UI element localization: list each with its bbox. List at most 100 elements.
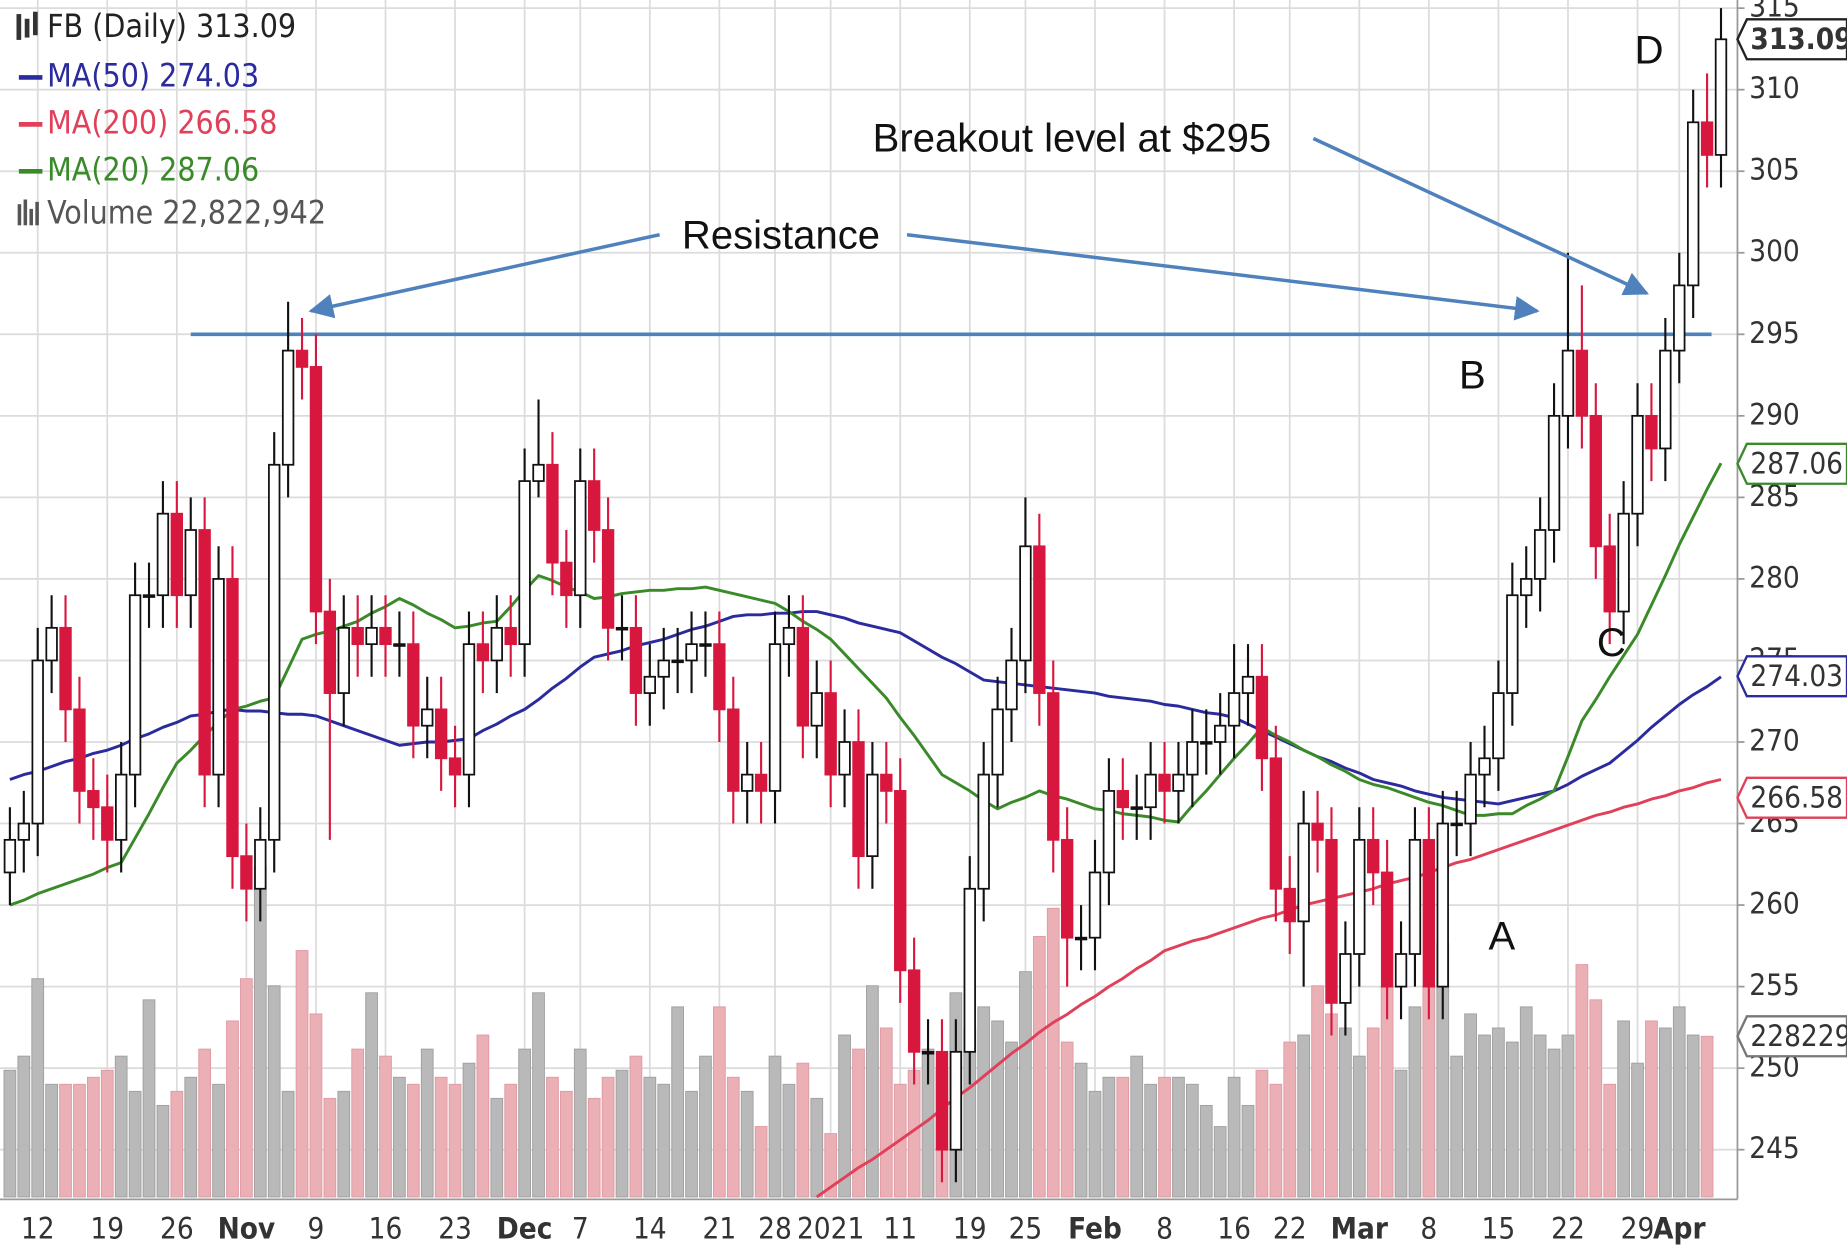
volume-bar [3,1069,17,1198]
volume-bar [1241,1104,1255,1198]
candle-body [156,512,170,597]
volume-bar [1019,971,1032,1198]
candle-body [337,626,350,694]
volume-bar [615,1069,629,1198]
volume-bar [1672,1006,1686,1198]
candle-body [1659,349,1672,450]
volume-bar [782,1083,796,1198]
volume-bar [184,1076,198,1198]
x-tick-label: 19 [90,1211,124,1245]
candle-body [59,626,72,711]
candle-body [1561,349,1575,417]
x-tick-label: 15 [1482,1211,1516,1245]
candle-body [1631,414,1644,515]
candle-body [1060,838,1074,939]
candle-body [727,708,740,792]
candle-body [1227,692,1241,727]
candle-body [1144,773,1157,809]
volume-bar [1325,1013,1338,1198]
legend-entry: MA(200) 266.58 [47,105,277,141]
candle-body [615,626,629,631]
candle-body [587,480,601,531]
volume-bar [1505,1041,1519,1198]
volume-bar [1394,1069,1408,1198]
candle-body [1325,838,1338,1004]
volume-bar [559,1090,573,1198]
volume-bar [671,1006,685,1198]
candle-body [1130,806,1143,810]
candle-body [741,773,754,792]
x-tick-label: Apr [1653,1211,1706,1245]
x-tick-label: 7 [572,1211,589,1245]
x-tick-label: 28 [758,1211,792,1245]
volume-bar [448,1083,462,1198]
volume-bar [1060,1041,1074,1198]
price-tag-box [1736,18,1847,61]
volume-bar [824,1133,838,1198]
x-tick-label: Feb [1068,1211,1122,1245]
x-tick-label: 16 [369,1211,403,1245]
legend: FB (Daily) 313.09 MA(50) 274.03 MA(200) … [16,9,326,232]
volume-bar [1547,1048,1561,1198]
candle-body [1241,675,1255,694]
price-tag-box [1736,776,1847,819]
candle-body [782,626,796,646]
candle-body [949,1050,963,1151]
y-tick-label: 290 [1749,397,1800,431]
y-tick-label: 295 [1749,316,1800,350]
volume-bar [100,1069,114,1198]
volume-bar [1366,1027,1380,1198]
x-tick-label: 16 [1217,1211,1251,1245]
candle-body [754,773,768,792]
candle-body [518,480,531,646]
annotations: Resistance Breakout level at $295 A B C … [308,28,1664,958]
candle-body [226,578,239,858]
candle-body [1575,349,1589,417]
candle-body [1645,414,1658,450]
volume-bar [713,1006,726,1198]
volume-bar [1575,964,1589,1198]
y-tick-label: 310 [1749,71,1800,105]
candle-body [1102,790,1116,874]
candle-body [601,529,615,629]
annotation: C [1597,621,1626,665]
candle-body [1380,871,1394,988]
volume-bar [1144,1083,1157,1198]
candle-body [1422,838,1436,988]
candle-body [240,855,253,890]
volume-bar [128,1090,142,1198]
candle-body [532,463,545,482]
volume-bar [1561,1034,1575,1198]
volume-bar [1311,985,1324,1198]
icon [35,201,39,226]
volume-bar [1492,1027,1505,1198]
x-tick-label: 8 [1156,1211,1173,1245]
volume-bar [977,1006,991,1198]
x-tick-label: 22 [1273,1211,1307,1245]
candle-body [685,643,698,662]
volume-bar [295,950,309,1198]
volume-bar [754,1126,768,1198]
x-tick-label: 11 [883,1211,917,1245]
volume-bar [1032,935,1046,1198]
volume-bar [1686,1034,1700,1198]
volume-bar [114,1055,128,1198]
x-tick-label: 8 [1420,1211,1437,1245]
volume-bar [532,992,545,1198]
candle-body [1603,545,1616,613]
volume-bar [1005,1041,1018,1198]
volume-bars [3,865,1714,1198]
y-tick-label: 260 [1749,887,1800,921]
candle-body [504,626,517,646]
volume-tag-label: 228229 [1750,1019,1847,1053]
volume-bar [1589,999,1603,1198]
x-tick-label: 2021 [797,1211,864,1245]
candle-body [1186,741,1199,776]
annotation: D [1635,28,1664,72]
candle-body [560,561,573,597]
candle-body [1074,936,1088,941]
y-tick-label: 270 [1749,724,1800,758]
volume-bar [838,1034,851,1198]
